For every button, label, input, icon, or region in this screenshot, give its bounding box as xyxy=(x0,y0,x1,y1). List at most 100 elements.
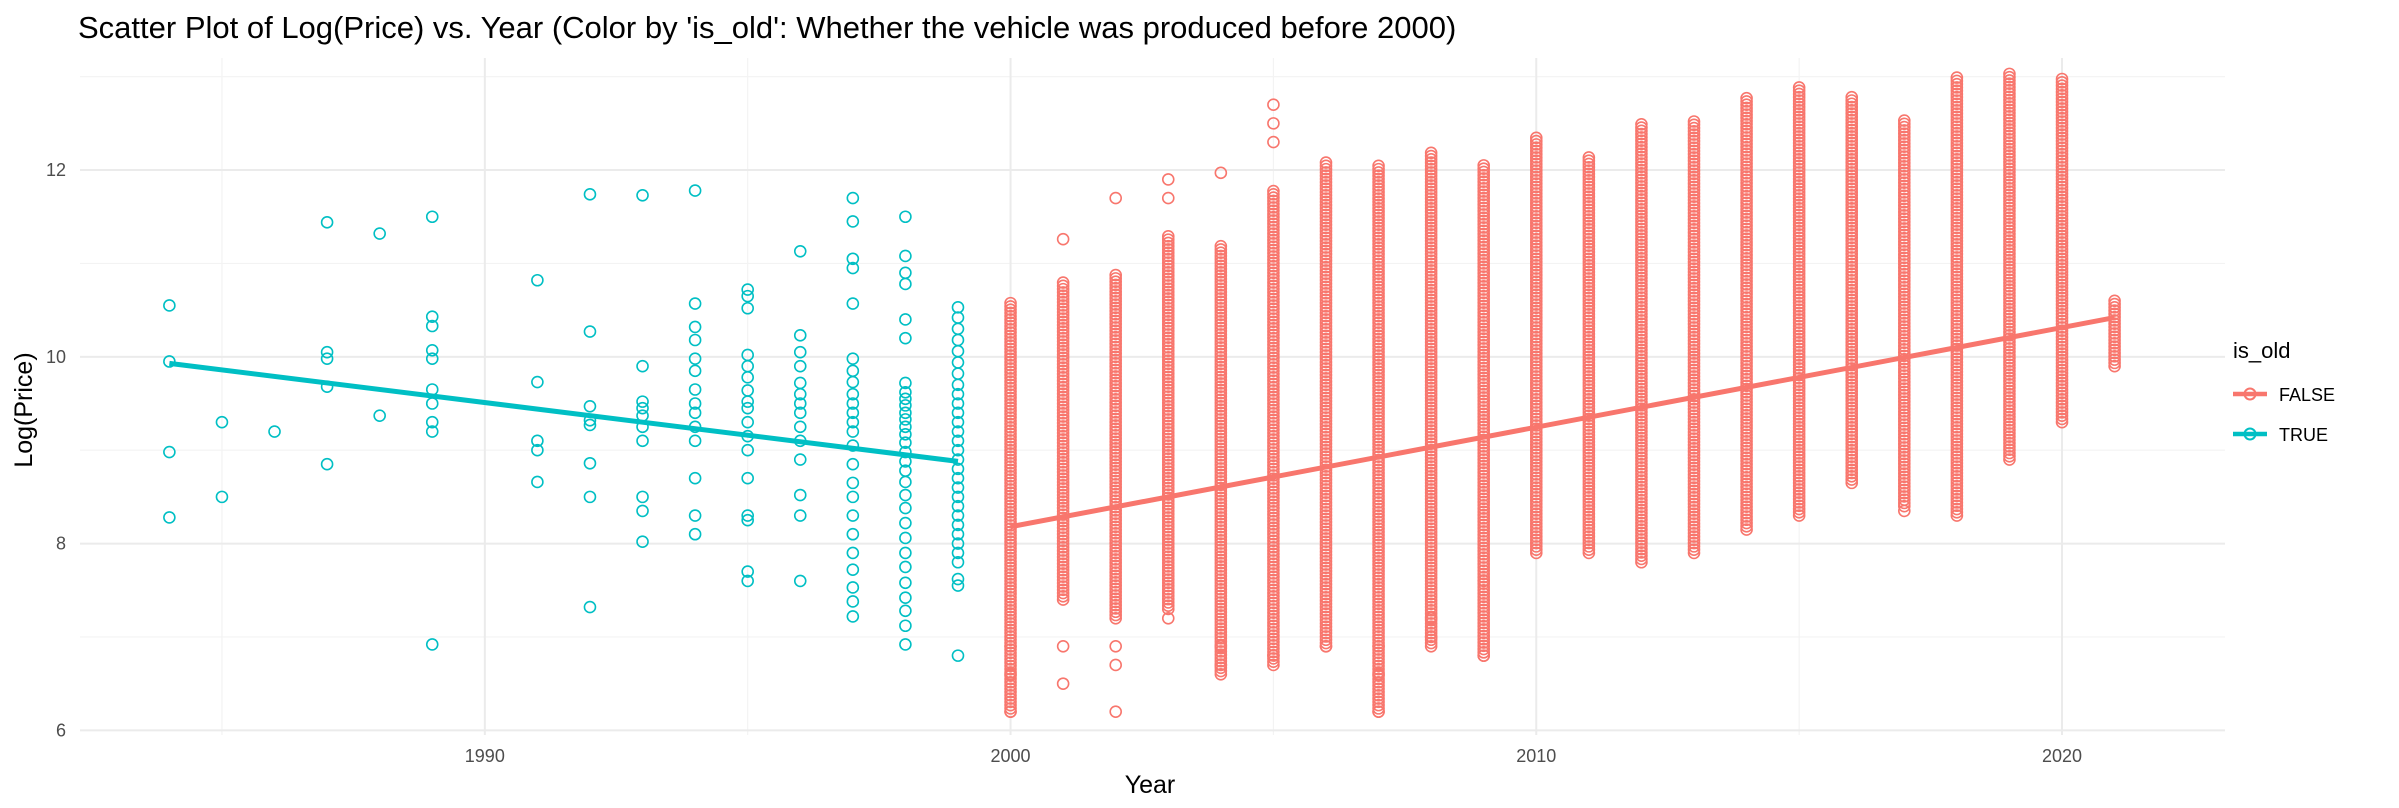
data-point xyxy=(1950,179,1964,192)
data-point xyxy=(1845,460,1859,473)
data-points xyxy=(163,67,2121,718)
data-point xyxy=(1477,417,1491,430)
data-point xyxy=(1056,377,1070,391)
data-point xyxy=(951,443,965,457)
data-point xyxy=(1372,555,1385,568)
data-point xyxy=(163,299,176,312)
data-point xyxy=(1477,649,1491,662)
data-point xyxy=(1109,350,1122,364)
data-point xyxy=(1004,646,1017,660)
data-point xyxy=(1950,427,1964,441)
data-point xyxy=(1319,205,1333,218)
data-point xyxy=(1372,604,1385,617)
data-point xyxy=(2055,268,2069,282)
data-point xyxy=(1372,568,1385,581)
data-point xyxy=(1319,388,1333,401)
data-point xyxy=(2055,138,2069,151)
data-point xyxy=(268,425,281,438)
data-point xyxy=(1898,215,1911,229)
data-point xyxy=(1319,545,1333,558)
data-point xyxy=(741,401,754,415)
data-point xyxy=(1056,322,1070,335)
data-point xyxy=(1004,300,1017,313)
data-point xyxy=(1319,541,1333,555)
data-point xyxy=(1161,517,1175,531)
data-point xyxy=(2108,304,2121,317)
data-point xyxy=(1792,437,1806,450)
data-point xyxy=(1740,95,1753,108)
data-point xyxy=(1898,294,1911,307)
legend: is_old FALSE TRUE xyxy=(2233,338,2335,445)
data-point xyxy=(1267,495,1280,508)
legend-item-false: FALSE xyxy=(2233,385,2335,405)
data-point xyxy=(2108,356,2121,370)
data-point xyxy=(1004,610,1017,624)
data-point xyxy=(1950,394,1964,408)
data-point xyxy=(793,397,807,410)
data-point xyxy=(1424,172,1438,186)
data-point xyxy=(1582,353,1596,367)
data-point xyxy=(1214,305,1228,318)
data-point xyxy=(1529,530,1543,543)
data-point xyxy=(1477,322,1491,336)
data-point xyxy=(1740,261,1753,275)
data-point xyxy=(2003,142,2016,156)
data-point xyxy=(1004,636,1017,650)
data-point xyxy=(1635,222,1648,236)
data-point xyxy=(1950,241,1964,254)
data-point xyxy=(1319,597,1333,611)
data-point xyxy=(1687,445,1701,458)
data-point xyxy=(1635,484,1648,497)
data-point xyxy=(1898,496,1911,510)
data-point xyxy=(1214,256,1228,269)
data-point xyxy=(1267,410,1280,423)
data-point xyxy=(1161,611,1175,625)
data-point xyxy=(1267,554,1280,567)
data-point xyxy=(1635,219,1648,232)
data-point xyxy=(1582,275,1596,288)
data-point xyxy=(2055,82,2069,96)
data-point xyxy=(1319,522,1333,535)
data-point xyxy=(2003,175,2016,189)
data-point xyxy=(2003,129,2016,143)
data-point xyxy=(1792,283,1806,297)
data-point xyxy=(1792,345,1806,359)
data-point xyxy=(1582,187,1596,200)
data-point xyxy=(1424,254,1438,267)
data-point xyxy=(1214,517,1228,531)
data-point xyxy=(1792,153,1806,166)
data-point xyxy=(1214,632,1228,645)
data-point xyxy=(1109,285,1122,298)
data-point xyxy=(2055,232,2069,246)
data-point xyxy=(1898,477,1911,490)
data-point xyxy=(1582,471,1596,485)
data-point xyxy=(1319,486,1333,499)
data-point xyxy=(1424,548,1438,562)
data-point xyxy=(2055,131,2069,145)
data-point xyxy=(1635,196,1648,210)
data-point xyxy=(1740,232,1753,245)
data-point xyxy=(793,420,807,434)
data-point xyxy=(425,352,439,365)
data-point xyxy=(1267,295,1280,309)
data-point xyxy=(1898,264,1911,278)
data-point xyxy=(2003,433,2016,447)
data-point xyxy=(1214,409,1228,423)
data-point xyxy=(1898,329,1911,343)
data-point xyxy=(2055,170,2069,184)
data-point xyxy=(1424,371,1438,385)
data-point xyxy=(1635,140,1648,154)
data-point xyxy=(1372,221,1385,235)
data-point xyxy=(1950,192,1964,205)
data-point xyxy=(1267,286,1280,299)
data-point xyxy=(1477,361,1491,375)
data-point xyxy=(1950,502,1964,516)
data-point xyxy=(1529,151,1543,164)
data-point xyxy=(1477,204,1491,218)
data-point xyxy=(2003,188,2016,202)
data-point xyxy=(1477,371,1491,385)
data-point xyxy=(1687,317,1701,331)
data-point xyxy=(1635,265,1648,278)
data-point xyxy=(1319,362,1333,375)
